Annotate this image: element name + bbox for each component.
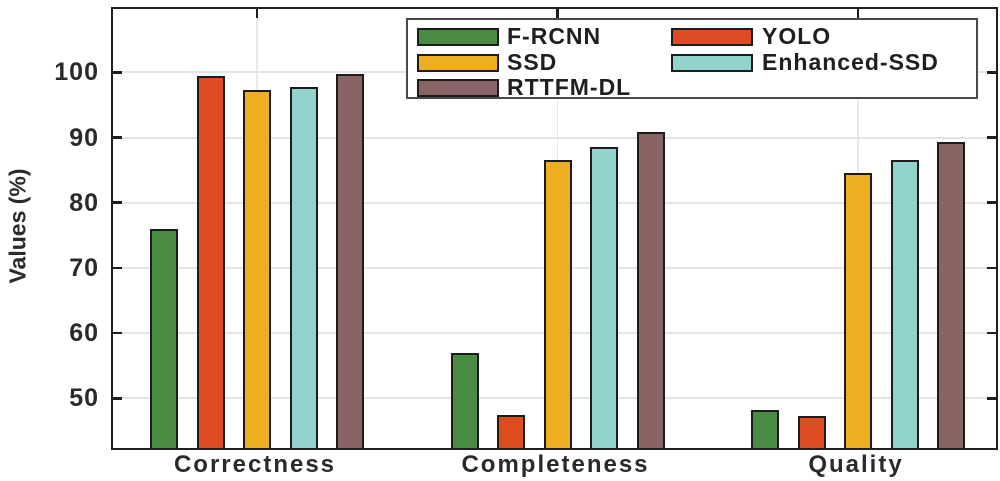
bar-ssd-completeness (543, 159, 572, 448)
legend-swatch-ssd (417, 53, 499, 72)
legend-label-enhanced-ssd: Enhanced-SSD (762, 48, 939, 75)
y-tick-left (113, 266, 122, 270)
bar-yolo-correctness (196, 75, 225, 448)
bar-enhanced-ssd-correctness (289, 86, 318, 448)
y-gridline (113, 136, 996, 139)
category-label: Quality (808, 451, 904, 478)
bar-ssd-quality (844, 173, 872, 448)
legend-swatch-yolo (671, 28, 753, 46)
y-tick-label: 90 (69, 123, 99, 152)
bar-f-rcnn-completeness (450, 352, 479, 448)
bar-yolo-completeness (497, 415, 525, 448)
bar-enhanced-ssd-quality (890, 159, 919, 448)
legend-label-yolo: YOLO (762, 23, 832, 49)
legend-label-f-rcnn: F-RCNN (507, 23, 602, 49)
y-tick-right (987, 266, 996, 270)
y-tick-label: 80 (69, 188, 99, 217)
bar-ssd-correctness (243, 89, 271, 448)
y-tick-left (113, 331, 122, 335)
bar-rttfm-dl-quality (937, 142, 965, 448)
legend-swatch-enhanced-ssd (671, 53, 753, 72)
legend-swatch-f-rcnn (417, 28, 499, 46)
category-label: Completeness (461, 451, 650, 478)
bar-f-rcnn-quality (751, 410, 779, 448)
y-tick-label: 50 (69, 384, 99, 413)
y-tick-label: 70 (69, 253, 99, 282)
y-tick-right (987, 71, 996, 74)
y-tick-left (113, 71, 122, 74)
y-tick-label: 100 (54, 58, 99, 87)
legend-swatch-rttfm-dl (417, 79, 499, 97)
legend-label-rttfm-dl: RTTFM-DL (507, 74, 632, 100)
legend: F-RCNN SSD RTTFM-DL YOLO Enhanced-SSD (406, 18, 978, 100)
category-label: Correctness (173, 451, 337, 478)
bar-f-rcnn-correctness (150, 228, 178, 448)
y-tick-left (113, 397, 122, 400)
y-tick-right (987, 136, 996, 139)
y-tick-right (987, 331, 996, 335)
bar-rttfm-dl-completeness (636, 132, 665, 448)
legend-label-ssd: SSD (507, 48, 558, 75)
x-tick-top (856, 9, 860, 18)
y-tick-left (113, 201, 122, 204)
y-tick-label: 60 (69, 319, 99, 348)
y-tick-right (987, 201, 996, 204)
x-tick-top (556, 9, 559, 18)
x-tick-top (255, 9, 259, 18)
bar-enhanced-ssd-completeness (590, 147, 618, 448)
bar-rttfm-dl-correctness (336, 73, 364, 448)
y-tick-right (987, 397, 996, 400)
y-tick-left (113, 136, 122, 139)
y-axis-label: Values (%) (4, 168, 31, 284)
bar-yolo-quality (797, 416, 826, 448)
